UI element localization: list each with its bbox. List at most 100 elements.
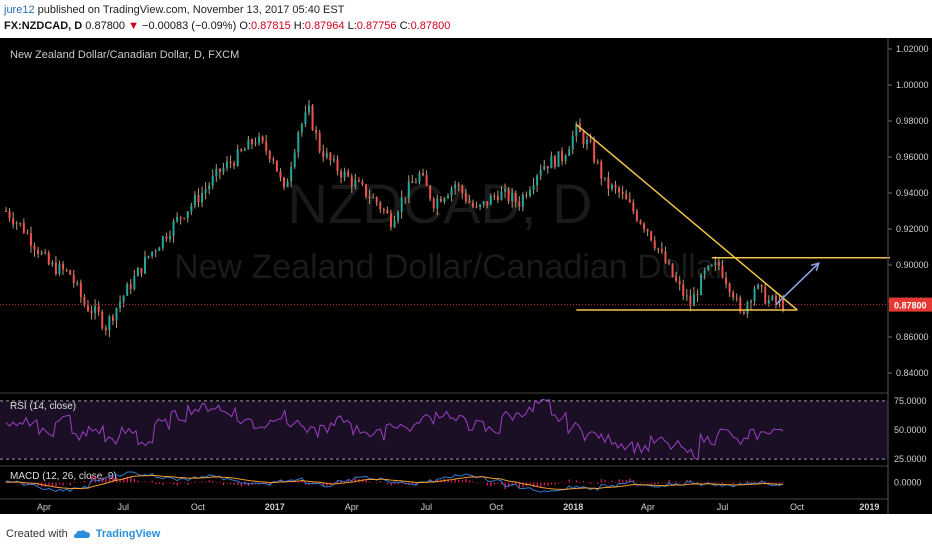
candle-body (521, 194, 524, 207)
macd-histogram-bar (169, 482, 171, 484)
macd-histogram-bar (126, 476, 128, 483)
candle-body (44, 252, 47, 254)
candle-body (436, 198, 439, 209)
candle-body (628, 199, 631, 203)
candle-body (685, 295, 688, 297)
candle-body (151, 251, 154, 257)
author-link[interactable]: jure12 (4, 4, 35, 16)
macd-histogram-bar (607, 482, 610, 483)
candle-body (19, 223, 22, 225)
macd-histogram-bar (714, 482, 717, 484)
macd-histogram-bar (558, 482, 560, 484)
high-label: H: (293, 20, 305, 32)
candle-body (350, 176, 353, 187)
macd-histogram-bar (700, 482, 702, 484)
high-value: 0.87964 (304, 20, 345, 32)
macd-histogram-bar (707, 481, 709, 483)
macd-histogram-bar (465, 478, 467, 483)
macd-tick-label: 0.0000 (894, 478, 922, 488)
macd-histogram-bar (476, 482, 478, 484)
price-tick-label: 1.00000 (896, 80, 929, 90)
open-label: O: (239, 20, 251, 32)
candle-body (411, 181, 414, 183)
macd-histogram-bar (764, 481, 766, 483)
close-value: 0.87800 (410, 20, 451, 32)
arrowhead (810, 262, 820, 272)
macd-histogram-bar (622, 480, 624, 483)
candle-body (586, 139, 589, 145)
macd-histogram-bar (333, 482, 335, 483)
tradingview-cloud-icon (73, 530, 90, 538)
price-tick-label: 0.94000 (896, 188, 929, 198)
candle-body (229, 161, 232, 164)
macd-histogram-bar (119, 479, 121, 483)
candle-body (514, 193, 517, 202)
macd-histogram-bar (568, 479, 570, 483)
rsi-band (0, 400, 888, 460)
candle-body (646, 229, 649, 232)
macd-histogram-bar (632, 480, 635, 483)
macd-histogram-bar (647, 482, 649, 484)
time-tick-label: Jul (117, 502, 129, 512)
candle-body (15, 223, 18, 225)
candle-body (528, 189, 531, 196)
macd-pane: MACD (12, 26, close, 9) 0.0000 (5, 471, 922, 493)
macd-histogram-bar (486, 482, 488, 486)
candle-body (304, 112, 307, 125)
drawings[interactable] (575, 124, 890, 311)
macd-histogram-bar (44, 482, 46, 487)
macd-histogram-bar (533, 482, 535, 487)
price-tick-label: 0.86000 (896, 332, 929, 342)
candle-body (133, 276, 136, 290)
candle-body (144, 256, 147, 274)
candle-body (122, 295, 125, 302)
candle-body (126, 284, 129, 296)
candle-body (582, 132, 585, 145)
macd-histogram-bar (771, 482, 774, 485)
candle-body (489, 195, 492, 206)
candle-body (461, 186, 464, 194)
macd-histogram-bar (554, 482, 556, 485)
macd-histogram-bar (376, 482, 378, 484)
chart-area[interactable]: NZDCAD, D New Zealand Dollar/Canadian Do… (0, 38, 932, 514)
macd-histogram-bar (675, 481, 677, 483)
macd-histogram-bar (83, 480, 86, 483)
macd-histogram-bar (493, 482, 496, 485)
macd-histogram-bar (451, 480, 453, 483)
price-tick-label: 0.90000 (896, 260, 929, 270)
macd-histogram-bar (593, 482, 595, 483)
macd-histogram-bar (394, 482, 396, 485)
macd-histogram-bar (540, 482, 542, 488)
time-axis[interactable]: Apr Jul Oct 2017 Apr Jul Oct 2018 Apr Jul Oct 2019 (37, 502, 879, 512)
macd-histogram-bar (572, 482, 574, 483)
macd-histogram-bar (269, 482, 271, 486)
macd-histogram-bar (165, 482, 168, 484)
price-axis[interactable]: 1.02000 1.00000 0.98000 0.96000 0.94000 0.920… (888, 44, 929, 378)
candle-body (682, 284, 685, 296)
macd-histogram-bar (180, 482, 182, 484)
candle-body (340, 171, 343, 178)
macd-histogram-bar (757, 482, 759, 483)
macd-histogram-bar (354, 478, 357, 483)
macd-histogram-bar (233, 482, 235, 485)
macd-histogram-bar (454, 478, 456, 483)
candle-body (329, 152, 332, 161)
candle-body (692, 293, 695, 307)
macd-histogram-bar (472, 481, 474, 483)
candle-body (343, 171, 346, 178)
candle-body (382, 209, 385, 211)
tradingview-brand[interactable]: TradingView (95, 528, 161, 540)
time-tick-label: Oct (790, 502, 805, 512)
candle-body (653, 240, 656, 249)
macd-histogram-bar (369, 481, 371, 483)
candle-body (186, 211, 189, 219)
macd-histogram-bar (112, 476, 114, 483)
candle-body (753, 288, 756, 301)
chart-canvas[interactable]: NZDCAD, D New Zealand Dollar/Canadian Do… (0, 38, 932, 514)
macd-histogram-bar (697, 481, 699, 483)
rsi-label: RSI (14, close) (10, 401, 76, 412)
candle-body (86, 305, 89, 312)
rsi-pane: RSI (14, close) 75.0000 50.0000 25.0000 (0, 396, 927, 464)
candle-body (243, 149, 246, 151)
last-price: 0.87800 (85, 20, 126, 32)
